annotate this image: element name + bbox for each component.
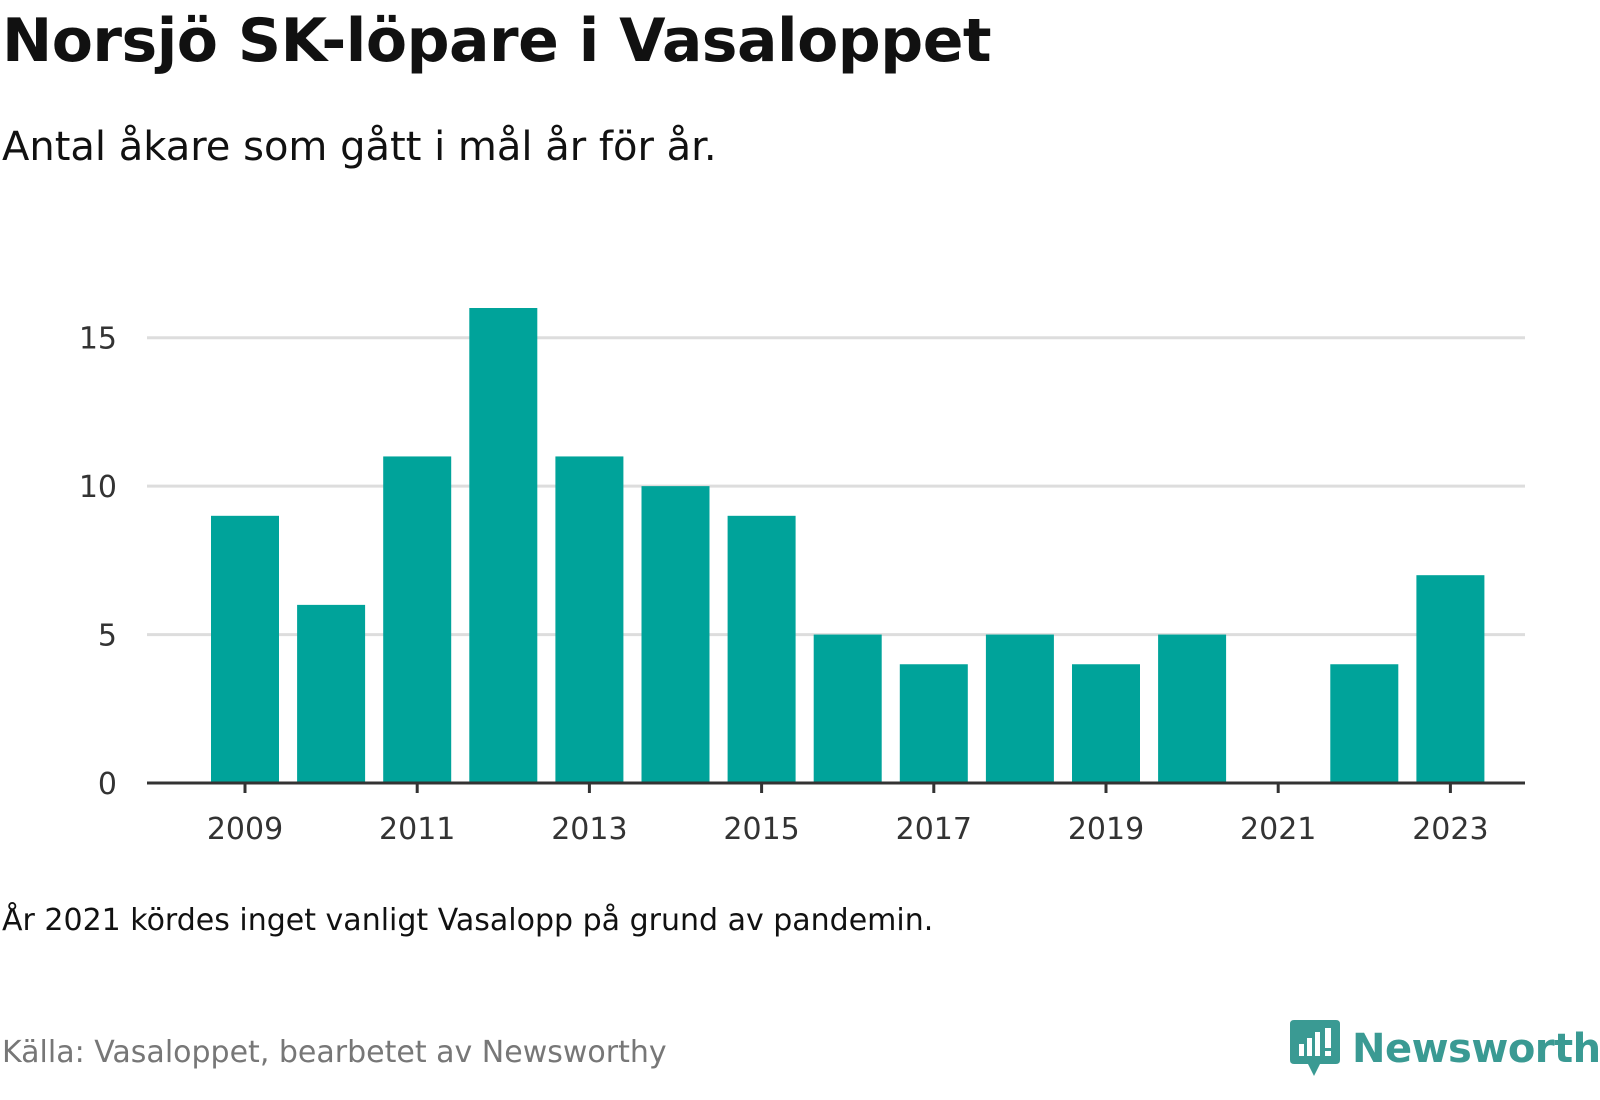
brand-logo: Newsworthy: [1290, 1020, 1600, 1078]
bar-2022: [1330, 664, 1399, 783]
y-tick-label: 15: [79, 322, 117, 357]
x-tick-label: 2011: [379, 812, 455, 847]
bar-2017: [899, 664, 968, 783]
x-tick-label: 2023: [1412, 812, 1488, 847]
x-tick-label: 2013: [551, 812, 627, 847]
x-tick-label: 2019: [1068, 812, 1144, 847]
grid-lines: [147, 336, 1525, 637]
chart-title: Norsjö SK-löpare i Vasaloppet: [2, 6, 992, 76]
x-tick-label: 2021: [1240, 812, 1316, 847]
newsworthy-logo-icon: [1290, 1020, 1340, 1076]
bar-2014: [641, 486, 710, 783]
y-tick-label: 0: [98, 767, 117, 802]
bar-2015: [727, 515, 796, 783]
y-tick-label: 10: [79, 470, 117, 505]
bars: [211, 308, 1485, 783]
brand-name: Newsworthy: [1352, 1026, 1600, 1072]
x-tick-label: 2009: [207, 812, 283, 847]
bar-2011: [383, 456, 452, 783]
x-tick-label: 2015: [723, 812, 799, 847]
y-tick-label: 5: [98, 619, 117, 654]
bar-2019: [1072, 664, 1140, 783]
y-axis-ticks: 0 5 10 15: [79, 322, 117, 802]
bar-2020: [1158, 634, 1227, 783]
bar-2010: [297, 604, 366, 783]
x-axis-ticks: 2009 2011 2013 2015 2017 2019 2021 2023: [207, 783, 1489, 847]
x-tick-label: 2017: [896, 812, 972, 847]
bar-2013: [555, 456, 624, 783]
bar-2016: [813, 634, 882, 783]
bar-2023: [1416, 575, 1485, 783]
chart-subtitle: Antal åkare som gått i mål år för år.: [2, 124, 717, 170]
chart-note: År 2021 kördes inget vanligt Vasalopp på…: [2, 903, 934, 938]
source-text: Källa: Vasaloppet, bearbetet av Newswort…: [2, 1035, 667, 1070]
bar-2009: [211, 515, 279, 783]
bar-2018: [985, 634, 1054, 783]
bar-chart: 0 5 10 15 2009 2011 2013 2015 2017 2019 2021 2023: [79, 308, 1525, 847]
bar-2012: [469, 308, 538, 783]
